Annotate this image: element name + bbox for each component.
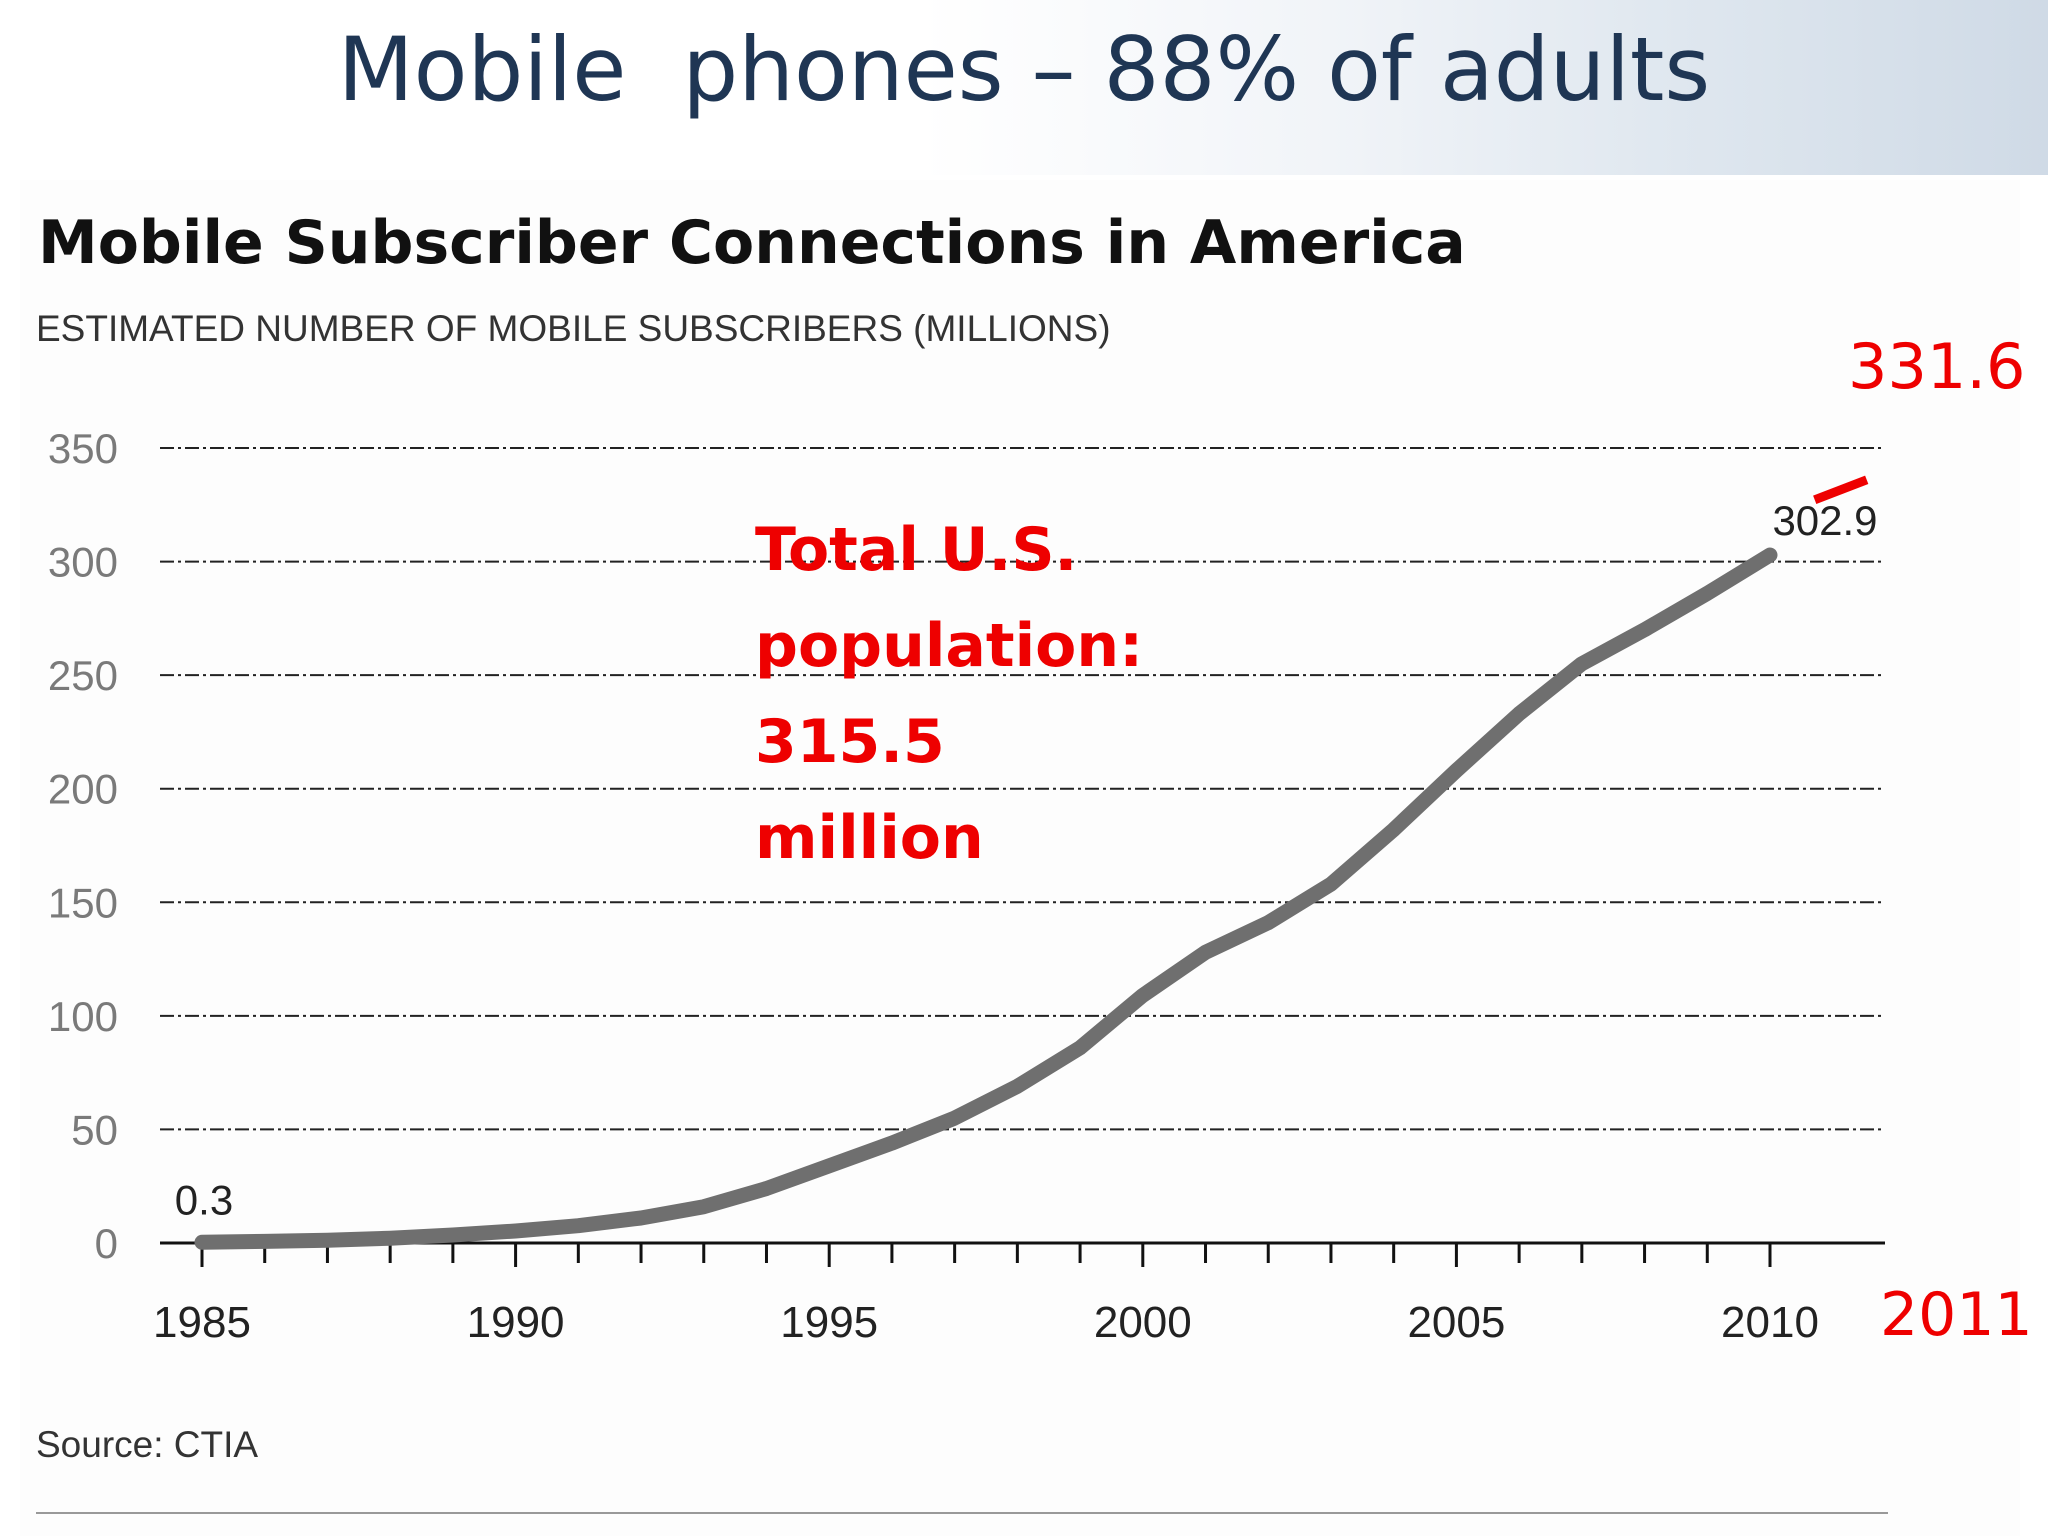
population-annotation-line: Total U.S. xyxy=(755,515,1078,585)
y-tick-label: 300 xyxy=(48,539,118,586)
x-tick-label: 1990 xyxy=(467,1298,565,1347)
chart-panel xyxy=(20,180,2020,1536)
annotation-2011-year: 2011 xyxy=(1880,1280,2033,1350)
chart-title: Mobile Subscriber Connections in America xyxy=(38,208,1466,278)
annotation-2011-mark xyxy=(1813,475,1869,504)
x-tick-label: 2005 xyxy=(1407,1298,1505,1347)
slide-title: Mobile phones – 88% of adults xyxy=(337,18,1711,121)
annotation-2011-value: 331.6 xyxy=(1848,330,2026,403)
y-tick-label: 250 xyxy=(48,652,118,699)
y-tick-label: 200 xyxy=(48,766,118,813)
chart-source: Source: CTIA xyxy=(36,1424,259,1465)
x-tick-label: 1985 xyxy=(153,1298,251,1347)
chart-subtitle: ESTIMATED NUMBER OF MOBILE SUBSCRIBERS (… xyxy=(36,308,1111,349)
x-tick-label: 2000 xyxy=(1094,1298,1192,1347)
x-tick-label: 2010 xyxy=(1721,1298,1819,1347)
population-annotation-line: 315.5 xyxy=(755,707,945,777)
slide-header-background xyxy=(0,0,2048,175)
data-label: 302.9 xyxy=(1772,497,1877,544)
population-annotation-line: population: xyxy=(755,611,1144,681)
population-annotation: Total U.S. population: 315.5 million xyxy=(755,502,1143,886)
x-tick-label: 1995 xyxy=(780,1298,878,1347)
series-line xyxy=(194,547,1778,1250)
y-tick-label: 150 xyxy=(48,879,118,926)
y-tick-label: 50 xyxy=(71,1106,118,1153)
y-tick-label: 100 xyxy=(48,993,118,1040)
y-tick-label: 0 xyxy=(95,1220,118,1267)
data-label: 0.3 xyxy=(175,1176,233,1223)
population-annotation-line: million xyxy=(755,803,984,873)
bottom-rule xyxy=(36,1512,1888,1514)
y-tick-label: 350 xyxy=(48,425,118,472)
